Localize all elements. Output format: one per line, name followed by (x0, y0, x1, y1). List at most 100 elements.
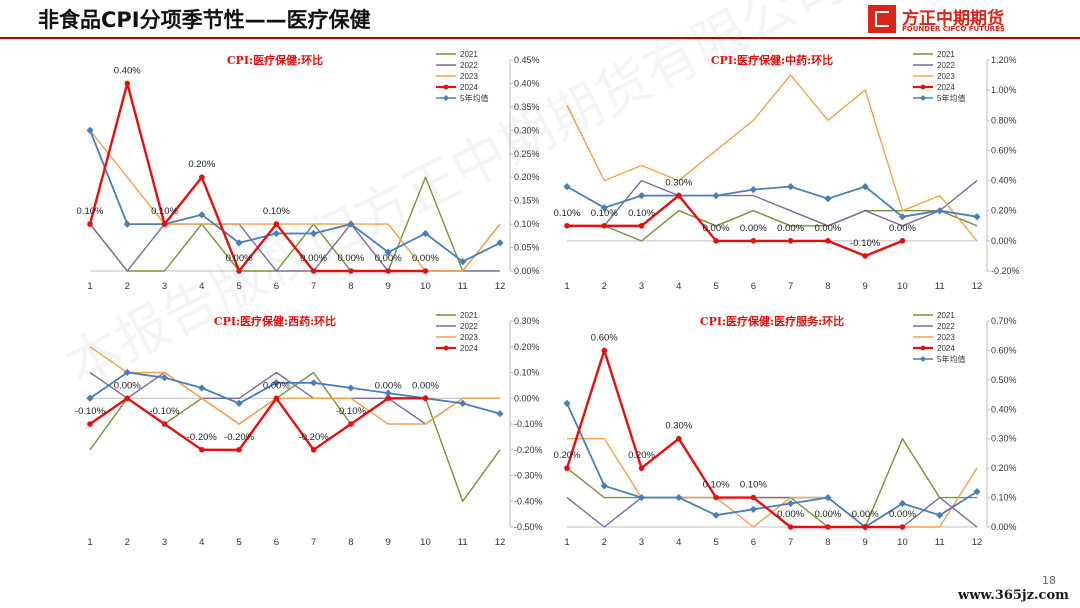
point-2024 (199, 174, 205, 181)
y-tick-label: 0.00% (514, 393, 540, 403)
x-tick-label: 6 (751, 537, 756, 548)
legend-label: 2021 (937, 50, 955, 59)
point-avg5 (861, 183, 869, 191)
point-2024 (199, 446, 205, 453)
point-2024 (750, 494, 757, 501)
x-tick-label: 7 (311, 281, 316, 292)
legend-label: 2023 (460, 72, 478, 81)
data-label-2024: 0.00% (337, 253, 364, 264)
point-2024 (161, 421, 168, 427)
point-2024 (310, 268, 317, 274)
data-label-2024: 0.00% (777, 509, 804, 520)
point-2024 (310, 446, 317, 453)
x-tick-label: 12 (972, 281, 983, 292)
data-label-2024: 0.00% (375, 380, 402, 391)
point-2024 (676, 435, 682, 442)
x-tick-label: 10 (420, 537, 431, 548)
legend-marker (443, 345, 449, 351)
point-avg5 (787, 183, 795, 191)
point-avg5 (637, 192, 646, 200)
legend-marker (920, 95, 926, 101)
legend-label: 2024 (460, 83, 478, 92)
legend-marker (920, 356, 926, 362)
y-tick-label: 0.10% (991, 493, 1017, 503)
point-2024 (236, 268, 242, 274)
series-line-2022 (566, 496, 978, 528)
chart-title: CPI:医疗保健:医疗服务:环比 (700, 314, 844, 328)
data-label-2024: 0.00% (814, 509, 841, 520)
x-tick-label: 2 (125, 281, 130, 292)
legend-label: 2024 (460, 344, 478, 353)
logo-chinese-name: 方正中期期货 (902, 9, 1004, 29)
data-label-2024: 0.00% (412, 253, 439, 264)
y-tick-label: 1.20% (991, 55, 1017, 65)
x-tick-label: 6 (274, 537, 279, 548)
point-avg5 (123, 368, 131, 377)
chart-medical-care: 0.00% 0.05% 0.10% 0.15% 0.20% 0.25% 0.30% 0.35%… (68, 44, 540, 299)
point-2024 (713, 494, 719, 501)
point-avg5 (235, 239, 243, 247)
y-tick-label: 0.00% (991, 522, 1017, 532)
y-tick-label: 0.60% (991, 145, 1017, 155)
data-label-2024: 0.10% (628, 208, 655, 219)
logo-mark-icon (868, 5, 896, 33)
series-line-2021 (89, 371, 501, 502)
x-tick-label: 9 (386, 281, 391, 292)
y-tick-label: 0.30% (514, 125, 540, 135)
point-2024 (385, 395, 391, 402)
point-avg5 (600, 482, 608, 490)
data-label-2024: -0.10% (850, 238, 881, 249)
chart-title: CPI:医疗保健:中药:环比 (711, 53, 833, 67)
y-tick-label: -0.40% (514, 496, 543, 506)
legend-label: 5年均值 (937, 93, 965, 103)
x-tick-label: 9 (863, 281, 868, 292)
x-tick-label: 7 (311, 537, 316, 548)
y-tick-label: 0.00% (991, 236, 1017, 246)
x-tick-label: 12 (495, 281, 506, 292)
series-line-2024 (565, 349, 903, 529)
x-tick-label: 3 (639, 281, 644, 292)
series-line-2021 (567, 210, 978, 242)
point-2024 (601, 222, 608, 229)
y-tick-label: 0.30% (514, 316, 540, 326)
chart-svg: 0.00% 0.05% 0.10% 0.15% 0.20% 0.25% 0.30% 0.35%… (77, 50, 540, 292)
point-2024 (87, 221, 93, 227)
x-tick-label: 10 (420, 281, 431, 292)
x-tick-label: 2 (602, 537, 607, 548)
data-label-2024: 0.60% (591, 332, 618, 343)
y-tick-label: 0.10% (514, 219, 540, 229)
legend-label: 5年均值 (460, 93, 488, 103)
point-avg5 (86, 394, 94, 402)
data-label-2024: 0.10% (591, 208, 618, 219)
x-tick-label: 1 (564, 537, 569, 548)
legend-label: 2023 (937, 333, 955, 342)
point-avg5 (310, 229, 318, 238)
data-label-2024: -0.10% (75, 406, 106, 417)
series-line-avg5 (566, 185, 978, 218)
y-tick-label: -0.50% (514, 522, 543, 532)
point-2024 (87, 421, 93, 427)
y-tick-label: 0.40% (991, 176, 1017, 186)
y-tick-label: 0.70% (991, 316, 1017, 326)
data-label-2024: 0.10% (151, 206, 178, 217)
data-label-2024: 0.00% (889, 223, 916, 234)
point-avg5 (749, 186, 757, 194)
legend-label: 2021 (460, 50, 478, 59)
chart-western-medicine: -0.50% -0.40% -0.30% -0.20% -0.10% 0.00% 0.10%… (68, 305, 543, 555)
data-label-2024: 0.00% (375, 253, 402, 264)
point-avg5 (459, 258, 467, 266)
logo-english-name: FOUNDER CIFCO FUTURES (902, 25, 1005, 33)
data-label-2024: 0.40% (114, 65, 141, 76)
data-label-2024: 0.10% (703, 480, 730, 491)
point-avg5 (936, 511, 944, 519)
x-tick-label: 8 (825, 281, 830, 292)
x-tick-label: 11 (458, 281, 468, 292)
point-avg5 (421, 229, 430, 238)
point-avg5 (459, 399, 467, 407)
x-tick-label: 5 (713, 281, 718, 292)
data-label-2024: 0.00% (300, 253, 327, 264)
series-line-2024 (89, 397, 426, 451)
point-2024 (348, 421, 354, 427)
y-tick-label: -0.20% (514, 445, 543, 455)
y-tick-label: 0.30% (991, 434, 1017, 444)
